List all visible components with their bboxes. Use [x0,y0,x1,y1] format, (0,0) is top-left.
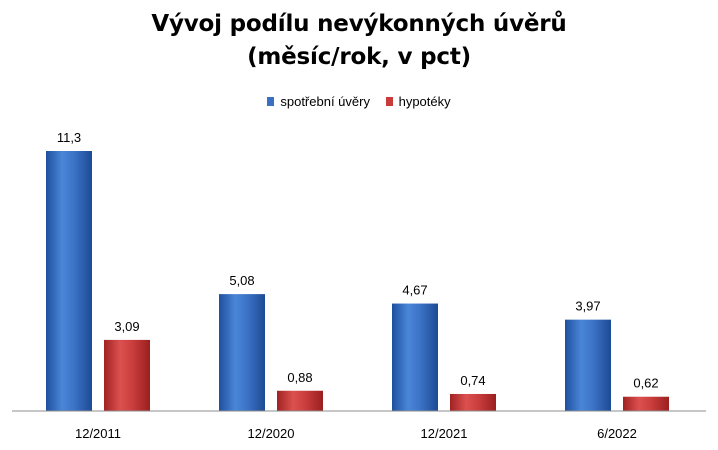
bar-spotrebni-uvery-2 [392,303,438,411]
bar-spotrebni-uvery-0 [46,151,92,411]
data-label-spotrebni-uvery-2: 4,67 [402,283,427,298]
data-label-hypoteky-1: 0,88 [287,370,312,385]
data-label-hypoteky-2: 0,74 [460,373,485,388]
legend-swatch-series-2 [385,97,393,106]
bar-hypoteky-1 [277,390,323,411]
bar-hypoteky-3 [623,396,669,411]
x-tick-label-0: 12/2011 [75,426,121,441]
bar-hypoteky-0 [104,339,150,411]
data-label-spotrebni-uvery-0: 11,3 [57,130,81,145]
chart-title: Vývoj podílu nevýkonných úvěrů (měsíc/ro… [0,8,718,74]
legend-item-series-2: hypotéky [385,94,451,109]
data-label-hypoteky-0: 3,09 [114,319,139,334]
data-label-spotrebni-uvery-1: 5,08 [229,273,254,288]
bar-hypoteky-2 [450,393,496,411]
x-tick-label-2: 12/2021 [421,426,468,441]
x-tick-label-3: 6/2022 [597,426,637,441]
bar-spotrebni-uvery-1 [219,294,265,411]
chart-title-line-2: (měsíc/rok, v pct) [247,44,471,70]
legend-label-series-1: spotřební úvěry [280,94,370,109]
legend-item-series-1: spotřební úvěry [267,94,370,109]
data-label-hypoteky-3: 0,62 [633,376,658,391]
bars-group [46,151,669,411]
chart-title-line-1: Vývoj podílu nevýkonných úvěrů [151,11,567,37]
chart-legend: spotřební úvěry hypotéky [0,94,718,109]
labels-group: 11,3 3,09 12/2011 5,08 0,88 12/2020 4,67 0,74 12… [57,130,659,441]
legend-swatch-series-1 [267,97,275,106]
data-label-spotrebni-uvery-3: 3,97 [575,299,600,314]
x-tick-label-1: 12/2020 [248,426,295,441]
bar-spotrebni-uvery-3 [565,319,611,411]
legend-label-series-2: hypotéky [398,94,451,109]
